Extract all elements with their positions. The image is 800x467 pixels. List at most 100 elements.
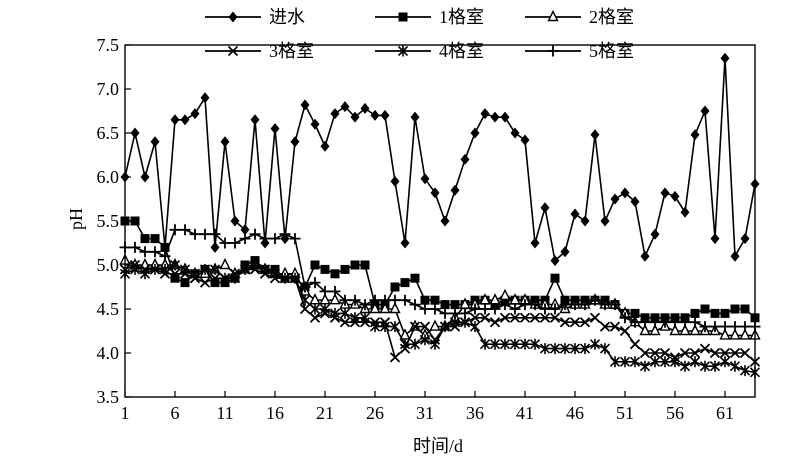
data-point [360, 102, 370, 114]
data-point [390, 282, 400, 292]
data-point [389, 301, 401, 314]
legend-label: 2格室 [589, 7, 634, 27]
data-point [689, 323, 701, 336]
data-point [489, 338, 501, 350]
data-point [619, 356, 631, 368]
data-point [609, 356, 621, 368]
data-point [509, 312, 521, 323]
data-point [659, 356, 671, 368]
legend-marker [227, 45, 239, 57]
data-point [329, 293, 341, 305]
data-point [589, 294, 601, 306]
data-point [339, 294, 351, 306]
data-point [399, 338, 411, 350]
data-point [629, 356, 641, 368]
data-point [310, 118, 320, 130]
data-point [339, 307, 351, 319]
data-point [589, 312, 601, 323]
data-point [139, 246, 151, 258]
legend-label: 5格室 [589, 41, 634, 61]
data-point [429, 303, 441, 315]
legend: 进水 1格室 2格室 3格室 4格室 5格室 [205, 7, 634, 61]
data-point [170, 273, 180, 283]
data-point [600, 215, 610, 227]
data-point [129, 263, 141, 275]
data-point [720, 52, 730, 64]
data-point [489, 303, 501, 315]
data-point [399, 294, 411, 306]
data-point [509, 338, 521, 350]
data-point [409, 299, 421, 311]
data-point [330, 269, 340, 279]
legend-entry: 2格室 [525, 7, 634, 27]
data-point [169, 268, 181, 279]
data-point [490, 111, 500, 123]
plot-area [119, 52, 761, 378]
data-point [550, 273, 560, 283]
data-point [139, 268, 151, 280]
data-point [720, 308, 730, 318]
x-tick-label: 46 [566, 403, 584, 423]
data-point [739, 328, 751, 340]
data-point [250, 114, 260, 126]
data-point [400, 237, 410, 249]
data-point [450, 184, 460, 196]
x-tick-label: 41 [516, 403, 534, 423]
data-point [689, 347, 701, 359]
data-point [209, 228, 221, 240]
data-point [339, 317, 351, 328]
data-point [159, 263, 171, 275]
data-point [739, 347, 751, 359]
data-point [279, 228, 291, 240]
data-point [130, 127, 140, 139]
data-point [289, 233, 301, 245]
series-line [124, 58, 756, 263]
data-point [569, 299, 581, 311]
data-point [190, 108, 200, 120]
data-point [429, 319, 441, 331]
data-point [609, 321, 621, 332]
data-point [149, 246, 161, 258]
data-point [340, 101, 350, 113]
data-point [709, 360, 721, 372]
data-point [539, 343, 551, 355]
data-point [320, 140, 330, 152]
data-point [729, 321, 741, 333]
y-tick-label: 7.0 [97, 79, 120, 99]
data-point [479, 312, 491, 323]
data-point [289, 272, 301, 284]
data-point [350, 111, 360, 123]
legend-entry: 进水 [205, 7, 305, 27]
legend-marker [398, 12, 408, 22]
series-line [124, 264, 756, 374]
data-point [379, 301, 391, 314]
data-point [179, 224, 191, 236]
data-point [689, 356, 701, 368]
x-tick-label: 21 [316, 403, 334, 423]
data-point [589, 338, 601, 350]
data-point [730, 250, 740, 262]
data-point [630, 196, 640, 208]
data-point [159, 250, 171, 262]
data-point [649, 347, 661, 359]
data-point [140, 171, 150, 183]
data-point [689, 316, 701, 328]
data-point [129, 241, 141, 253]
data-point [670, 190, 680, 202]
data-point [389, 294, 401, 306]
data-point [559, 299, 571, 311]
data-point [439, 321, 451, 333]
y-axis-label: pH [66, 208, 86, 230]
data-point [550, 255, 560, 267]
data-point [569, 343, 581, 355]
data-point [690, 129, 700, 141]
data-point [700, 304, 710, 314]
data-point [419, 321, 431, 332]
data-point [230, 215, 240, 227]
legend-entry: 3格室 [205, 41, 314, 61]
data-point [519, 312, 531, 323]
data-point [519, 338, 531, 350]
x-tick-label: 6 [171, 403, 180, 423]
data-point [499, 288, 511, 300]
